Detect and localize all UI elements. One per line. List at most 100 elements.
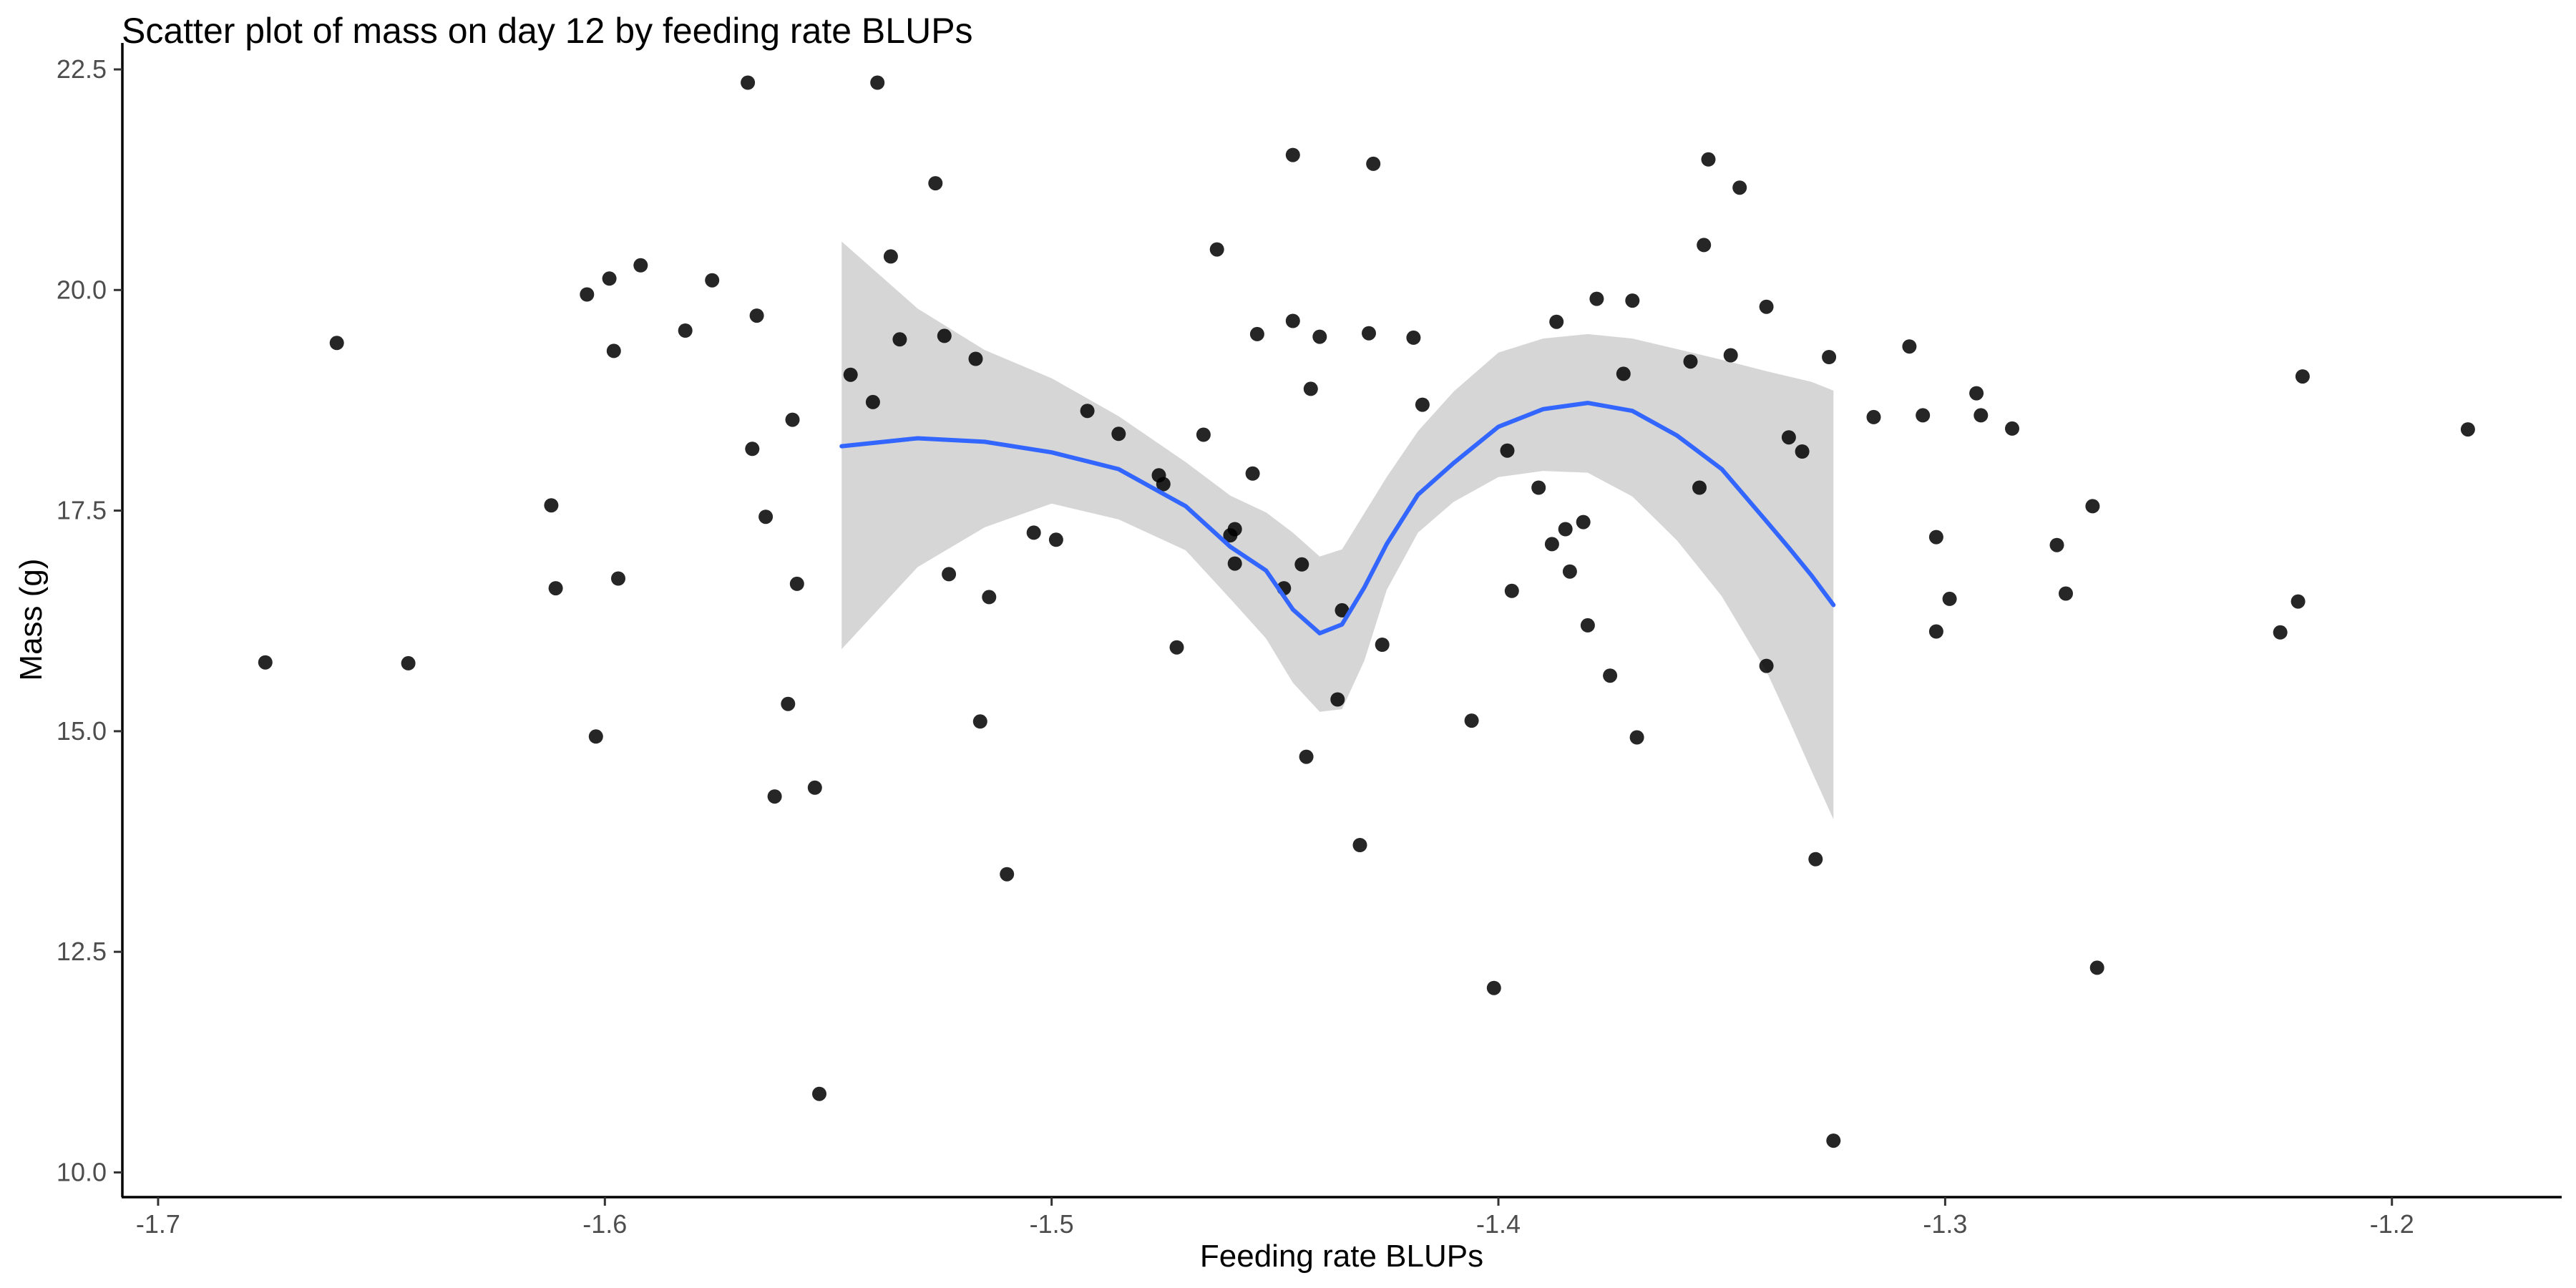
- chart-title: Scatter plot of mass on day 12 by feedin…: [122, 11, 973, 51]
- data-point-23: [812, 1086, 826, 1101]
- data-point-27: [883, 249, 898, 264]
- data-point-3: [401, 655, 416, 670]
- data-point-97: [1928, 530, 1943, 545]
- data-point-2: [329, 336, 344, 351]
- data-point-31: [942, 567, 957, 582]
- smooth-line: [839, 401, 1836, 635]
- data-point-10: [611, 571, 625, 586]
- y-axis-title: Mass (g): [14, 558, 49, 680]
- data-point-6: [580, 287, 595, 302]
- data-point-51: [1285, 313, 1300, 328]
- data-point-37: [1048, 532, 1063, 547]
- data-point-53: [1294, 557, 1309, 572]
- data-point-7: [588, 729, 603, 744]
- data-point-90: [1795, 444, 1810, 459]
- data-point-14: [741, 75, 756, 90]
- y-tick-label: 20.0: [57, 275, 107, 304]
- data-point-68: [1504, 583, 1519, 598]
- data-point-38: [1080, 404, 1095, 419]
- data-point-29: [928, 176, 943, 191]
- data-point-65: [1464, 713, 1479, 728]
- data-point-100: [1969, 386, 1984, 401]
- data-point-20: [785, 412, 800, 427]
- data-point-110: [2460, 422, 2475, 437]
- data-point-60: [1362, 326, 1376, 341]
- y-axis-ticks: 10.0 12.5 15.0 17.5 20.0 22.5: [57, 54, 122, 1186]
- confidence-band: [841, 241, 1834, 820]
- x-tick-label: -1.3: [1923, 1209, 1967, 1239]
- data-point-22: [807, 780, 822, 795]
- data-point-18: [767, 789, 782, 804]
- data-point-101: [1974, 408, 1989, 423]
- y-tick-label: 10.0: [57, 1157, 107, 1186]
- data-point-25: [865, 394, 880, 409]
- data-point-81: [1683, 354, 1698, 369]
- data-point-62: [1375, 638, 1390, 652]
- data-point-95: [1902, 339, 1917, 354]
- data-point-30: [937, 328, 952, 343]
- data-point-75: [1580, 618, 1595, 633]
- y-tick-label: 22.5: [57, 54, 107, 84]
- data-point-15: [745, 441, 760, 457]
- data-point-28: [892, 332, 907, 347]
- data-point-84: [1701, 152, 1716, 167]
- data-point-76: [1589, 291, 1604, 306]
- data-point-92: [1822, 350, 1837, 364]
- confidence-band-layer: [841, 241, 1834, 820]
- data-point-35: [1000, 867, 1015, 882]
- data-point-86: [1732, 180, 1747, 195]
- data-point-96: [1916, 408, 1931, 423]
- data-point-83: [1697, 238, 1712, 253]
- data-point-80: [1629, 730, 1644, 745]
- data-point-99: [1942, 591, 1957, 606]
- data-point-4: [544, 498, 559, 513]
- data-point-44: [1209, 242, 1224, 257]
- x-axis-title: Feeding rate BLUPs: [1200, 1239, 1483, 1274]
- data-point-63: [1406, 330, 1421, 345]
- x-tick-label: -1.5: [1030, 1209, 1074, 1239]
- data-point-85: [1723, 348, 1738, 363]
- data-point-21: [789, 576, 804, 591]
- data-point-89: [1781, 430, 1796, 445]
- data-point-5: [548, 581, 563, 596]
- data-point-70: [1544, 537, 1559, 552]
- data-point-1: [258, 655, 273, 670]
- data-point-39: [1111, 426, 1126, 441]
- data-point-67: [1500, 443, 1515, 458]
- x-tick-label: -1.4: [1476, 1209, 1521, 1239]
- data-point-58: [1335, 602, 1350, 618]
- data-point-66: [1486, 980, 1501, 995]
- data-point-105: [2085, 499, 2100, 514]
- data-point-57: [1330, 692, 1345, 707]
- x-tick-label: -1.2: [2370, 1209, 2414, 1239]
- data-point-82: [1692, 480, 1707, 495]
- data-point-9: [606, 343, 621, 358]
- data-point-54: [1299, 749, 1314, 764]
- y-tick-label: 12.5: [57, 937, 107, 966]
- data-point-78: [1616, 366, 1631, 381]
- data-point-52: [1285, 147, 1300, 162]
- data-point-104: [2059, 586, 2073, 601]
- y-tick-label: 17.5: [57, 496, 107, 525]
- data-point-43: [1196, 427, 1211, 442]
- data-point-13: [705, 273, 720, 288]
- data-point-103: [2049, 537, 2064, 552]
- data-point-8: [602, 271, 617, 286]
- data-point-24: [843, 367, 858, 382]
- data-point-87: [1759, 299, 1774, 314]
- data-point-108: [2290, 594, 2306, 609]
- data-point-77: [1603, 668, 1618, 683]
- data-point-56: [1312, 329, 1327, 344]
- data-point-94: [1866, 409, 1881, 424]
- data-point-88: [1759, 658, 1774, 673]
- data-point-34: [982, 590, 997, 605]
- data-point-98: [1928, 624, 1943, 639]
- y-tick-label: 15.0: [57, 716, 107, 746]
- data-point-26: [870, 75, 885, 90]
- data-point-32: [968, 351, 983, 366]
- data-point-91: [1808, 852, 1823, 867]
- data-point-74: [1576, 514, 1591, 530]
- points-layer: [258, 75, 2475, 1148]
- data-point-69: [1531, 480, 1546, 495]
